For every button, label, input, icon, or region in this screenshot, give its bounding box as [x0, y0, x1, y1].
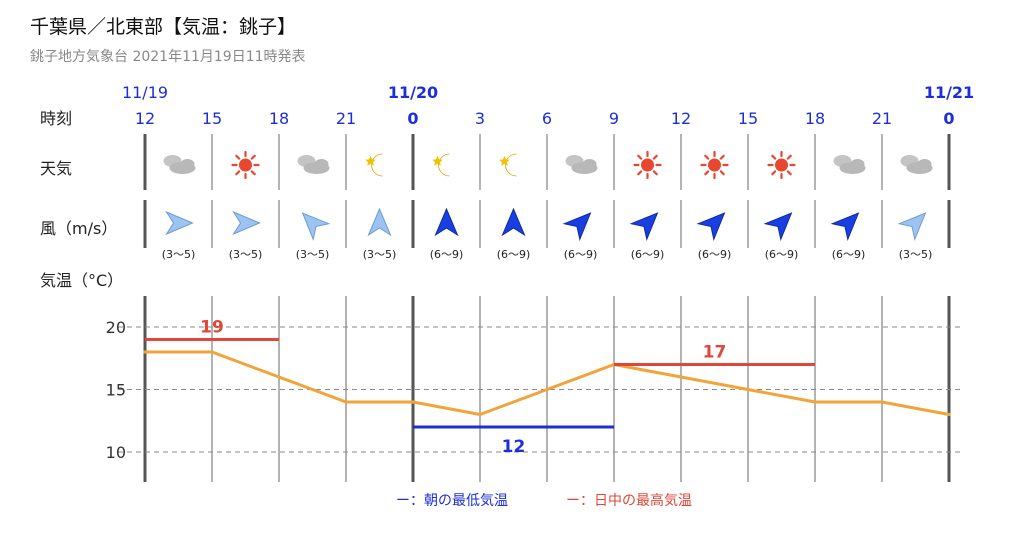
hour-label: 21: [872, 109, 892, 128]
temperature-point: [679, 375, 683, 379]
legend-min-temp: ー：朝の最低気温: [396, 493, 508, 509]
sun-icon: [231, 150, 260, 180]
temperature-point: [210, 350, 214, 354]
temperature-point: [143, 350, 147, 354]
y-tick-label: 15: [106, 381, 126, 400]
hour-label: 21: [336, 109, 356, 128]
wind-arrow-icon: [501, 207, 526, 237]
forecast-issuer: 銚子地方気象台 2021年11月19日11時発表: [30, 49, 306, 65]
wind-speed-label: (3〜5): [363, 248, 397, 261]
wind-arrow-icon: [301, 212, 331, 241]
temperature-point: [411, 400, 415, 404]
wind-arrow-icon: [696, 212, 726, 241]
min-temp-label: 12: [502, 437, 526, 457]
wind-speed-label: (6〜9): [832, 248, 866, 261]
wind-arrow-icon: [763, 212, 793, 241]
sun-icon: [767, 150, 796, 180]
hour-label: 18: [805, 109, 825, 128]
wind-speed-label: (6〜9): [631, 248, 665, 261]
hour-label: 0: [943, 109, 954, 128]
hour-label: 3: [475, 109, 485, 128]
page-title: 千葉県／北東部【気温：銚子】: [30, 16, 297, 38]
hour-label: 15: [202, 109, 222, 128]
wind-speed-label: (6〜9): [765, 248, 799, 261]
wind-arrow-icon: [897, 212, 927, 241]
temperature-point: [947, 412, 951, 417]
hour-label: 12: [135, 109, 155, 128]
wind-speed-label: (3〜5): [296, 248, 330, 261]
wind-speed-label: (6〜9): [564, 248, 598, 261]
cloud-icon: [833, 155, 866, 174]
wind-speed-label: (3〜5): [229, 248, 263, 261]
cloud-icon: [297, 155, 330, 174]
sun-icon: [633, 150, 662, 180]
wind-arrow-icon: [562, 212, 592, 241]
max-temp-label: 19: [200, 318, 224, 338]
y-tick-label: 20: [106, 318, 126, 337]
date-label: 11/20: [388, 83, 438, 102]
row-label-time: 時刻: [40, 109, 72, 128]
temperature-point: [880, 400, 884, 404]
wind-arrow-icon: [232, 210, 261, 236]
temperature-point: [813, 400, 817, 404]
wind-arrow-icon: [434, 207, 459, 237]
date-label: 11/21: [924, 83, 974, 102]
wind-speed-label: (3〜5): [899, 248, 933, 261]
hour-label: 9: [609, 109, 619, 128]
wind-speed-label: (6〜9): [430, 248, 464, 261]
cloud-icon: [565, 155, 598, 174]
sun-icon: [700, 150, 729, 180]
cloud-icon: [900, 155, 933, 174]
hour-label: 0: [407, 109, 418, 128]
hour-label: 6: [542, 109, 552, 128]
temperature-point: [478, 412, 482, 417]
wind-arrow-icon: [629, 212, 659, 241]
hour-label: 12: [671, 109, 691, 128]
date-label: 11/19: [122, 83, 168, 102]
moon-icon: [365, 153, 383, 177]
row-label-weather: 天気: [40, 159, 72, 178]
row-label-temperature: 気温（°C）: [40, 271, 123, 290]
moon-icon: [432, 153, 450, 177]
temperature-point: [277, 375, 281, 379]
wind-arrow-icon: [165, 210, 194, 236]
wind-arrow-icon: [367, 207, 392, 237]
hour-label: 18: [269, 109, 289, 128]
hour-label: 15: [738, 109, 758, 128]
max-temp-label: 17: [703, 343, 727, 363]
cloud-icon: [163, 155, 196, 174]
y-tick-label: 10: [106, 443, 126, 462]
temperature-point: [344, 400, 348, 404]
temperature-point: [746, 387, 750, 392]
moon-icon: [499, 153, 517, 177]
wind-speed-label: (6〜9): [698, 248, 732, 261]
row-label-wind: 風（m/s）: [40, 219, 117, 238]
legend-max-temp: ー：日中の最高気温: [566, 493, 692, 509]
wind-speed-label: (6〜9): [497, 248, 531, 261]
wind-speed-label: (3〜5): [162, 248, 196, 261]
temperature-point: [545, 387, 549, 392]
wind-arrow-icon: [830, 212, 860, 241]
